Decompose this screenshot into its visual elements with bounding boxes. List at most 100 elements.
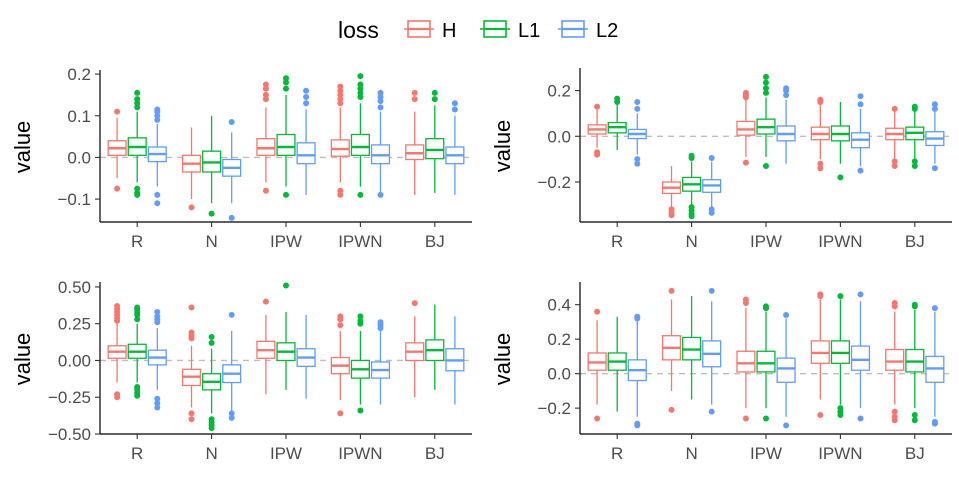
outlier-point [114, 394, 121, 401]
box-l2-n [222, 119, 242, 221]
outlier-point [411, 89, 418, 96]
box-body [350, 133, 370, 156]
y-tick-label: 0.50 [58, 278, 91, 297]
outlier-point [708, 408, 715, 415]
y-tick-label: 0.1 [67, 107, 91, 126]
outlier-point [337, 100, 344, 107]
outlier-point [357, 317, 364, 324]
chart-panel-bottom-left: value −0.50 −0.25 0.00 0.25 0.50 R N IPW IPWN BJ [10, 278, 472, 463]
outlier-point [377, 191, 384, 198]
outlier-point [357, 94, 364, 100]
outlier-point [357, 73, 364, 80]
box-h-n [661, 287, 682, 413]
x-tick-label-ipw: IPW [750, 444, 782, 463]
outlier-point [817, 160, 824, 167]
x-tick-label-r: R [611, 232, 623, 251]
box-h-ipw [736, 89, 756, 166]
outlier-point [431, 96, 438, 103]
box-h-ipwn [810, 96, 830, 172]
outlier-point [891, 299, 898, 306]
chart-panel-top-left: value −0.1 0.0 0.1 0.2 R N IPW IPWN BJ [10, 65, 472, 251]
outlier-point [763, 303, 769, 310]
legend-key-l1 [480, 20, 510, 38]
outlier-point [154, 313, 161, 320]
box-l2-n [222, 311, 242, 421]
outlier-point [688, 155, 695, 161]
outlier-point [188, 410, 195, 417]
box-l2-r [147, 308, 167, 411]
legend-label-h: H [442, 20, 456, 42]
box-body [276, 133, 296, 156]
outlier-point [134, 185, 141, 192]
box-h-ipwn [330, 83, 350, 198]
x-tick-label-ipwn: IPWN [818, 232, 862, 251]
outlier-point [742, 159, 749, 166]
box-l2-ipw [296, 87, 316, 195]
box-l2-ipwn [850, 93, 871, 174]
outlier-point [337, 187, 344, 194]
outlier-point [377, 98, 384, 105]
legend-key-h [404, 20, 434, 38]
box-l2-ipw [296, 314, 316, 399]
box-l2-r [147, 106, 167, 207]
outlier-point [911, 163, 918, 169]
y-tick-label: −0.2 [537, 399, 571, 418]
outlier-point [614, 95, 621, 102]
box-l1-r [127, 304, 147, 399]
outlier-point [742, 415, 749, 422]
outlier-point [134, 89, 141, 96]
outlier-point [783, 422, 790, 429]
outlier-point [763, 79, 769, 86]
outlier-point [208, 333, 215, 340]
box-l1-ipwn [350, 73, 370, 198]
outlier-point [114, 303, 121, 310]
outlier-point [262, 85, 269, 92]
outlier-point [357, 407, 364, 414]
outlier-point [134, 96, 141, 103]
outlier-point [857, 415, 864, 422]
box-l2-ipwn [370, 89, 391, 198]
box-l1-ipw [756, 73, 776, 169]
outlier-point [837, 412, 844, 419]
box-h-n [661, 166, 682, 219]
outlier-point [837, 293, 844, 300]
outlier-point [228, 311, 235, 318]
outlier-point [911, 412, 918, 419]
box-body [756, 350, 776, 373]
box-l1-ipw [276, 75, 296, 198]
outlier-point [303, 100, 310, 107]
outlier-point [911, 417, 918, 424]
x-tick-label-r: R [131, 444, 143, 463]
outlier-point [411, 300, 418, 307]
x-tick-label-ipwn: IPWN [338, 232, 382, 251]
y-tick-label: 0.0 [547, 365, 571, 384]
outlier-point [337, 313, 344, 320]
outlier-point [668, 212, 675, 219]
box-l2-ipw [776, 85, 796, 164]
outlier-point [262, 81, 269, 88]
outlier-point [154, 116, 161, 123]
y-tick-label: 0.00 [58, 351, 91, 370]
outlier-point [634, 105, 641, 112]
outlier-point [208, 425, 215, 432]
x-tick-label-bj: BJ [905, 232, 925, 251]
outlier-point [262, 96, 269, 103]
outlier-point [154, 404, 161, 411]
outlier-point [431, 89, 438, 96]
box-h-r [587, 103, 607, 158]
chart-panel-top-right: value −0.2 0.0 0.2 R N IPW IPWN BJ [490, 68, 952, 251]
outlier-point [742, 89, 749, 96]
y-axis-title: value [10, 121, 35, 174]
x-tick-label-ipwn: IPWN [338, 444, 382, 463]
box-l2-bj [445, 316, 465, 405]
outlier-point [634, 160, 641, 167]
outlier-point [451, 100, 458, 107]
box-h-bj [405, 300, 425, 398]
box-l1-bj [905, 301, 925, 424]
outlier-point [114, 185, 121, 192]
outlier-point [283, 85, 289, 92]
box-h-ipwn [330, 313, 350, 417]
outlier-point [911, 103, 918, 110]
box-h-ipw [736, 296, 756, 422]
outlier-point [891, 408, 898, 415]
